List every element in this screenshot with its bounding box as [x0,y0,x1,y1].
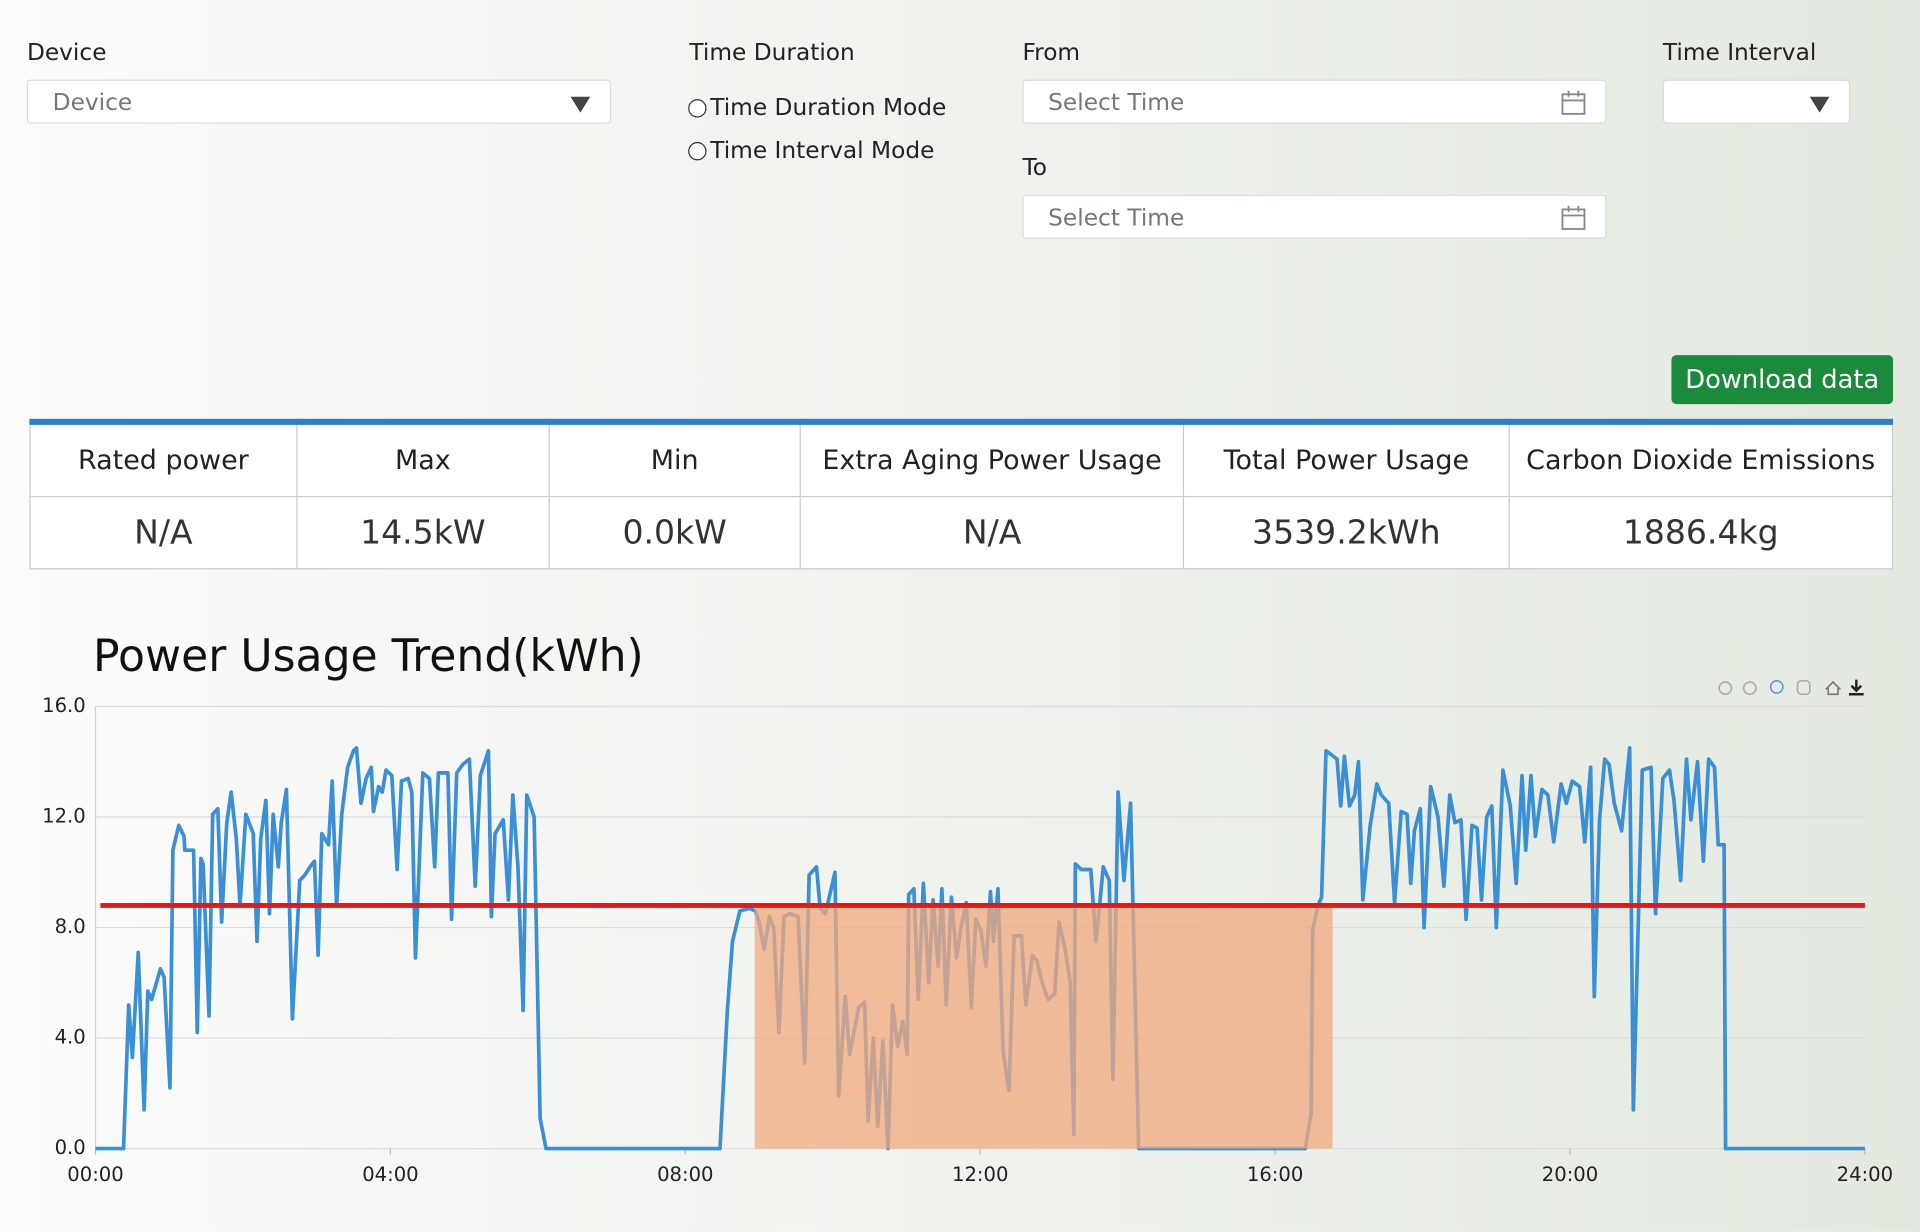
radio-option[interactable]: Time Interval Mode [688,137,934,164]
header-row: Rated power Max Min Extra Aging Power Usage… [29,421,1894,498]
dropdown-arrow [570,96,591,113]
data-cell: 3539.2kWh [1183,495,1510,570]
power-line [95,746,1865,1151]
x-tick-label: 20:00 [1542,1163,1598,1186]
y-tick-label: 0.0 [55,1136,86,1159]
summary-table: Rated power Max Min Extra Aging Power Usage… [29,418,1894,570]
download-button[interactable]: Download data [1671,355,1894,405]
y-tick-label: 16.0 [42,694,86,717]
download-icon[interactable] [1848,679,1864,696]
to-placeholder: Select Time [1048,204,1185,232]
calendar-icon [1561,90,1586,115]
data-cell: 0.0kW [548,495,802,570]
radio-option[interactable]: Time Duration Mode [688,94,946,121]
header-cell: Rated power [29,421,298,498]
zoom-icon[interactable] [1769,680,1784,694]
calendar-icon [1561,205,1586,230]
from-placeholder: Select Time [1048,89,1185,117]
data-cell: N/A [29,495,298,570]
header-cell: Extra Aging Power Usage [799,421,1185,498]
header-cell: Carbon Dioxide Emissions [1508,421,1894,498]
device-select[interactable]: Device [26,79,612,124]
time-interval-label: Time Interval [1662,39,1817,67]
x-tick-label: 00:00 [67,1163,123,1186]
header-cell: Min [548,421,802,498]
data-row: N/A 14.5kW 0.0kW N/A 3539.2kWh 1886.4kg [29,495,1894,570]
from-input[interactable]: Select Time [1022,79,1607,124]
chart-title: Power Usage Trend(kWh) [93,631,644,682]
zoom-out-icon[interactable] [1742,681,1757,696]
data-cell: 1886.4kg [1508,495,1894,570]
time-interval-select[interactable] [1662,79,1851,124]
y-tick-label: 12.0 [42,805,86,828]
y-tick-label: 4.0 [55,1026,86,1049]
to-input[interactable]: Select Time [1022,194,1607,239]
highlight-area [754,905,1333,1149]
x-tick-label: 08:00 [657,1163,713,1186]
dropdown-arrow [1809,96,1830,113]
x-tick-label: 04:00 [362,1163,418,1186]
data-cell: 14.5kW [296,495,550,570]
pan-icon[interactable] [1796,680,1811,696]
chart: Power Usage Trend(kWh) 0.0 4.0 8.0 12.0 16.0… [42,631,1893,1186]
x-tick-label: 16:00 [1247,1163,1303,1186]
device-placeholder: Device [52,89,133,117]
x-tick-label: 24:00 [1837,1163,1893,1186]
toolbar [1718,679,1864,696]
header-cell: Total Power Usage [1183,421,1510,498]
home-icon[interactable] [1825,680,1841,696]
to-label: To [1022,154,1047,182]
header-cell: Max [296,421,550,498]
from-label: From [1022,39,1081,67]
zoom-in-icon[interactable] [1718,681,1733,696]
y-tick-label: 8.0 [55,915,86,938]
device-label: Device [26,39,107,67]
time-duration-label: Time Duration [689,39,855,67]
x-tick-label: 12:00 [952,1163,1008,1186]
data-cell: N/A [799,495,1185,570]
